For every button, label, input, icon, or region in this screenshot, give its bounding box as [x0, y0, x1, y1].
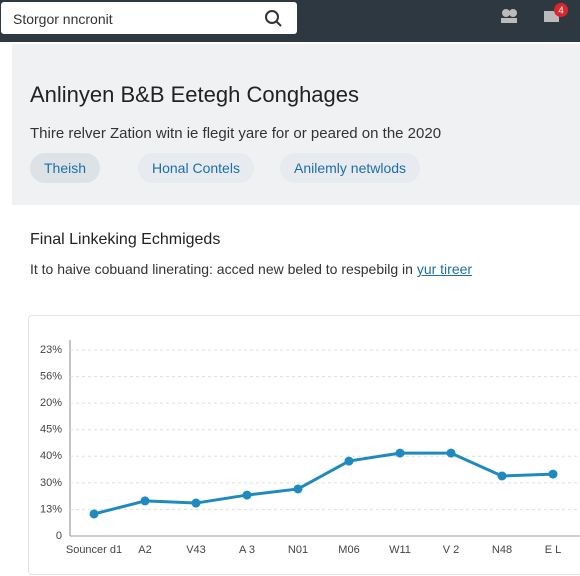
chart-card	[28, 315, 580, 575]
top-bar: Storgor nncronit 4	[0, 0, 580, 42]
search-icon[interactable]	[1, 2, 297, 34]
tab[interactable]: Anilemly netwlods	[280, 153, 421, 183]
tab[interactable]: Theish	[30, 153, 101, 183]
search-box[interactable]: Storgor nncronit	[1, 2, 297, 34]
text: It to haive cobuand linerating: acced ne…	[30, 261, 413, 277]
page-title: Anlinyen B&B Eetegh Conghages	[30, 82, 360, 107]
badge: 4	[558, 6, 564, 17]
section-title: Final Linkeking Echmigeds	[30, 231, 221, 248]
search-placeholder: Storgor nncronit	[13, 11, 113, 27]
tab-label: Theish	[44, 160, 87, 176]
tab[interactable]: Honal Contels	[138, 153, 254, 183]
link[interactable]: yur tireer	[416, 261, 473, 277]
tab-label: Honal Contels	[152, 160, 240, 176]
subtitle: Thire relver Zation witn ie flegit yare …	[30, 125, 442, 142]
tab-label: Anilemly netwlods	[294, 160, 407, 176]
section-text: It to haive cobuand linerating: acced ne…	[30, 261, 472, 277]
mail-icon[interactable]	[544, 11, 559, 22]
